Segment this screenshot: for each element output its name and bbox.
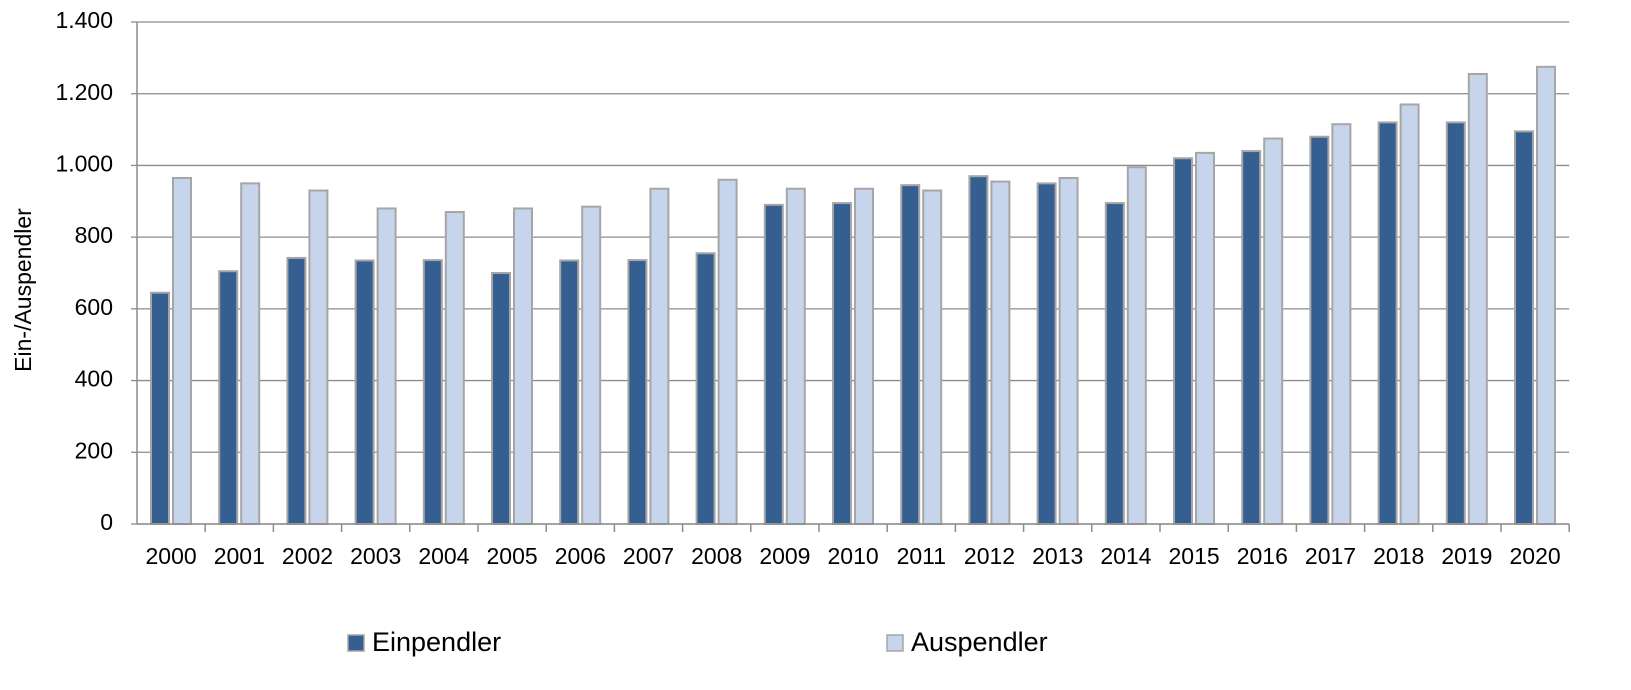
bar <box>559 259 580 525</box>
bar <box>1104 202 1125 525</box>
bar <box>968 175 989 526</box>
bar <box>1195 151 1215 525</box>
y-tick-label: 0 <box>100 509 113 535</box>
x-tick-label: 2002 <box>282 543 333 569</box>
x-tick-label: 2003 <box>350 543 401 569</box>
bar <box>172 176 192 525</box>
bar <box>695 252 716 525</box>
bar <box>1241 150 1262 525</box>
bar <box>581 205 602 526</box>
bar <box>1173 157 1193 525</box>
x-tick-label: 2019 <box>1441 543 1492 569</box>
x-tick-label: 2017 <box>1305 543 1356 569</box>
legend-swatch <box>886 634 904 652</box>
bar <box>218 270 239 526</box>
bar <box>1036 182 1057 525</box>
bar <box>1377 121 1398 526</box>
bar <box>491 272 511 525</box>
x-tick-label: 2012 <box>964 543 1015 569</box>
bar <box>240 182 261 525</box>
bar <box>1536 65 1556 525</box>
x-tick-label: 2011 <box>897 543 946 569</box>
bar <box>900 184 921 525</box>
legend-label: Auspendler <box>911 627 1048 657</box>
bar <box>1331 123 1352 525</box>
x-tick-label: 2010 <box>828 543 879 569</box>
bar <box>832 202 852 525</box>
y-tick-label: 800 <box>75 222 113 248</box>
bar <box>1058 176 1079 525</box>
bar <box>1263 137 1284 526</box>
bar <box>1514 130 1534 525</box>
bar <box>627 259 648 525</box>
bar <box>422 259 443 525</box>
y-axis-label: Ein-/Auspendler <box>10 208 36 372</box>
x-tick-label: 2000 <box>146 543 197 569</box>
bar <box>763 203 784 525</box>
x-tick-label: 2001 <box>214 543 265 569</box>
x-tick-label: 2020 <box>1510 543 1561 569</box>
bar <box>922 189 943 525</box>
y-tick-label: 1.400 <box>55 7 113 33</box>
bar <box>717 178 738 525</box>
bar <box>1309 135 1330 525</box>
bar <box>1445 121 1466 526</box>
x-tick-label: 2015 <box>1169 543 1220 569</box>
bar <box>785 187 806 525</box>
bar <box>444 211 465 526</box>
bar <box>1467 72 1488 525</box>
y-tick-label: 600 <box>75 294 113 320</box>
x-tick-label: 2016 <box>1237 543 1288 569</box>
bar <box>1399 103 1420 525</box>
bar <box>354 259 375 525</box>
y-tick-label: 1.200 <box>55 79 113 105</box>
y-tick-label: 400 <box>75 366 113 392</box>
x-tick-label: 2014 <box>1100 543 1151 569</box>
x-tick-label: 2009 <box>759 543 810 569</box>
x-tick-label: 2005 <box>487 543 538 569</box>
x-tick-label: 2013 <box>1032 543 1083 569</box>
x-tick-label: 2018 <box>1373 543 1424 569</box>
legend-label: Einpendler <box>372 627 501 657</box>
bar <box>649 187 670 525</box>
legend-swatch <box>347 634 365 652</box>
y-tick-label: 200 <box>75 437 113 463</box>
bar <box>990 180 1011 525</box>
x-tick-label: 2008 <box>691 543 742 569</box>
bar <box>1126 166 1147 525</box>
bar <box>513 207 533 525</box>
x-tick-label: 2004 <box>418 543 469 569</box>
bar <box>308 189 329 525</box>
x-tick-label: 2007 <box>623 543 674 569</box>
bar <box>376 207 397 525</box>
y-tick-label: 1.000 <box>55 151 113 177</box>
bar <box>854 187 874 525</box>
x-tick-label: 2006 <box>555 543 606 569</box>
bar <box>286 256 307 525</box>
bar <box>150 291 170 525</box>
